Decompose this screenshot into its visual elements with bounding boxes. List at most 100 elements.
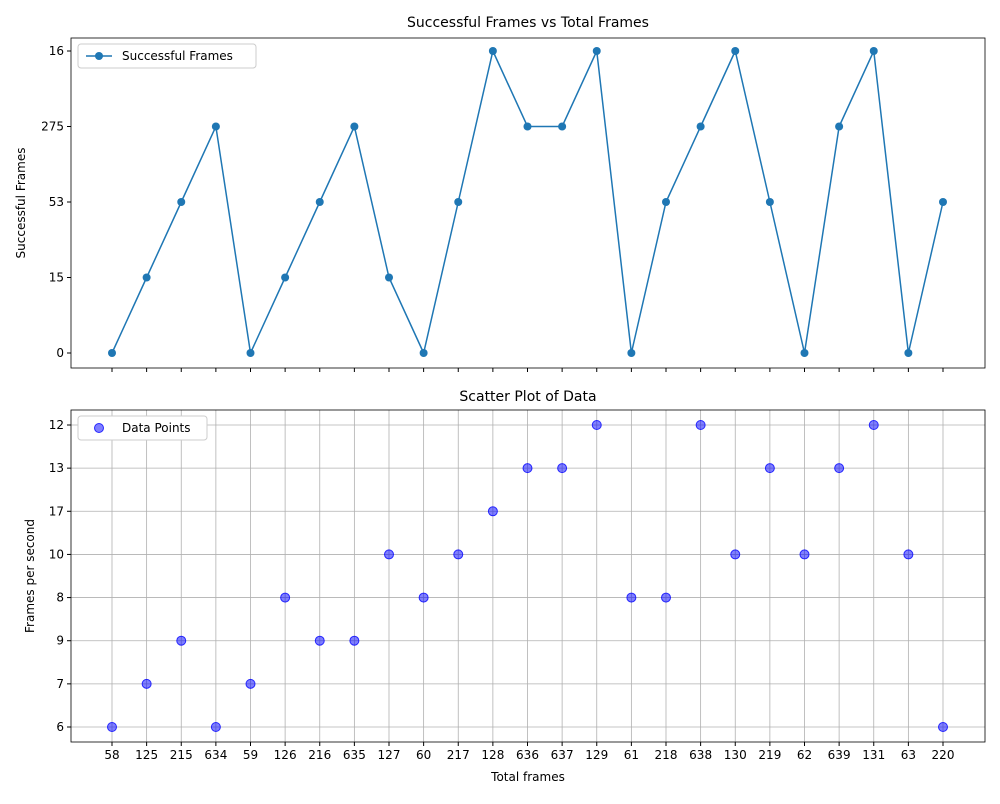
x-tick-label: 130 [724,748,747,762]
x-tick-label: 217 [447,748,470,762]
point [488,47,497,55]
legend-marker [94,423,104,433]
point [349,635,360,646]
point [730,549,741,560]
x-tick-label: 128 [481,748,504,762]
y-tick-label: 9 [56,634,64,648]
point [557,463,568,474]
point [384,549,394,560]
point [938,722,948,732]
point [869,47,878,55]
point [558,122,567,131]
y-axis-label: Frames per second [23,519,37,633]
point [487,506,498,517]
point [314,635,325,646]
legend-label: Data Points [122,421,191,435]
x-tick-label: 634 [204,748,227,762]
point [765,198,774,206]
legend-box [77,43,257,69]
point [142,273,151,282]
legend-box [77,415,208,441]
x-tick-label: 215 [170,748,193,762]
chart-title: Scatter Plot of Data [459,389,596,405]
point [868,420,879,430]
point [418,592,429,603]
x-tick-label: 636 [516,748,539,762]
point [695,420,706,430]
x-tick-label: 125 [135,748,158,762]
y-tick-label: 53 [49,195,64,209]
point [454,198,463,206]
point [177,198,186,206]
y-tick-label: 275 [41,120,64,134]
point [315,198,324,206]
point [834,463,845,474]
x-tick-label: 638 [689,748,712,762]
x-axis-label: Total frames [490,770,565,784]
point [835,122,844,131]
plot-frame [70,37,986,369]
x-tick-label: 62 [797,748,812,762]
y-tick-label: 16 [49,44,64,58]
chart-title: Successful Frames vs Total Frames [407,15,649,31]
point [696,122,705,131]
plot-frame [70,409,986,743]
x-tick-label: 129 [585,748,608,762]
point [419,349,428,357]
point [627,349,636,357]
point [592,47,601,55]
legend-marker [95,52,103,60]
point [731,47,740,55]
x-tick-label: 59 [243,748,258,762]
x-tick-label: 126 [274,748,297,762]
point [523,122,532,131]
legend-label: Successful Frames [122,49,233,63]
y-tick-label: 0 [56,346,64,360]
y-tick-label: 7 [56,677,64,691]
point [176,635,187,646]
x-tick-label: 131 [862,748,885,762]
x-tick-label: 219 [758,748,781,762]
x-tick-label: 637 [551,748,574,762]
point [904,349,913,357]
point [281,273,290,282]
point [141,678,152,689]
point [764,463,775,474]
point [662,198,670,206]
point [522,463,533,474]
point [591,420,602,430]
x-tick-label: 60 [416,748,431,762]
point [799,549,810,560]
line [111,48,944,356]
point [939,198,947,206]
x-tick-label: 127 [378,748,401,762]
x-tick-label: 635 [343,748,366,762]
x-tick-label: 220 [932,748,955,762]
x-tick-label: 639 [828,748,851,762]
point [210,722,221,732]
y-tick-label: 12 [49,418,64,432]
point [211,122,220,131]
point [661,592,671,603]
point [246,349,255,357]
x-tick-label: 61 [624,748,639,762]
y-tick-label: 13 [49,461,64,475]
y-tick-label: 6 [56,720,64,734]
point [280,592,291,603]
y-tick-label: 8 [56,591,64,605]
y-tick-label: 10 [49,547,64,561]
x-tick-label: 63 [901,748,916,762]
point [903,549,914,560]
y-axis-label: Successful Frames [14,148,28,259]
point [800,349,809,357]
point [453,549,464,560]
x-tick-label: 58 [104,748,119,762]
point [385,273,393,282]
y-tick-label: 15 [49,271,64,285]
point [245,678,256,689]
point [108,349,116,357]
point [626,592,637,603]
y-tick-label: 17 [49,504,64,518]
point [107,722,117,732]
